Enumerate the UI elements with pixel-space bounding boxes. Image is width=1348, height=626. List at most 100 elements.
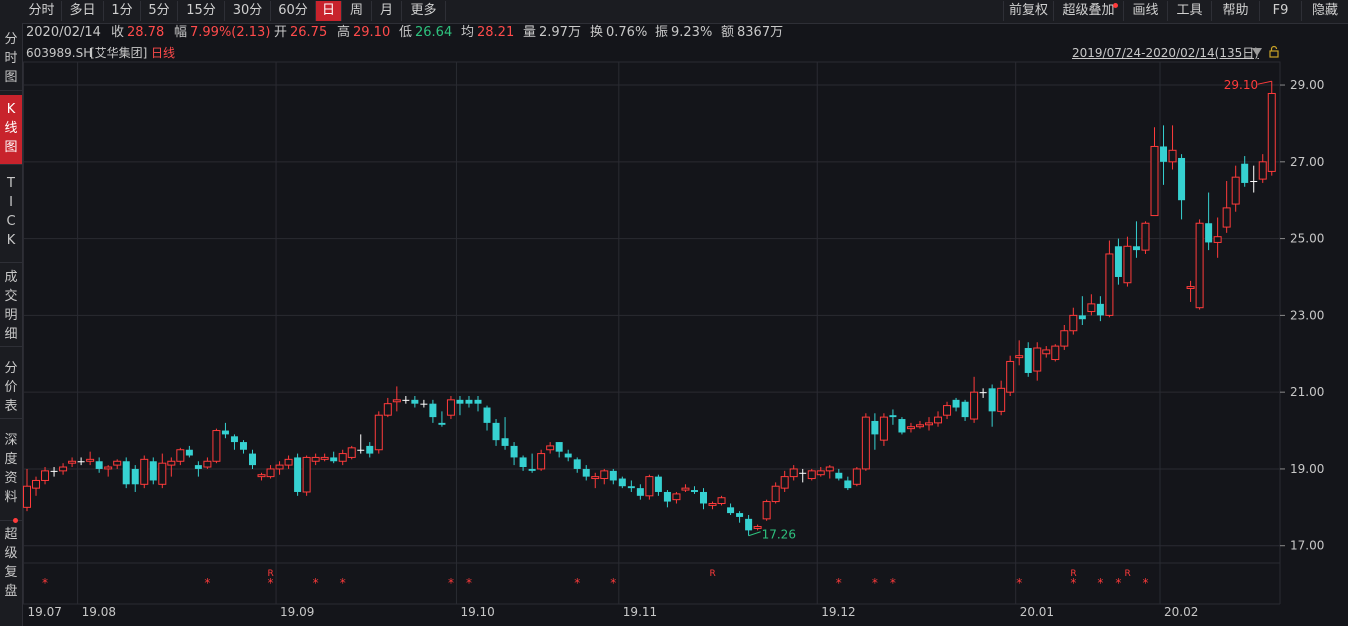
- candle-body: [230, 436, 238, 443]
- candle-body: [68, 460, 77, 464]
- candle-body: [717, 497, 726, 504]
- high-label: 高: [337, 25, 351, 40]
- candle-body: [1250, 181, 1258, 183]
- candle-body: [861, 416, 870, 470]
- period-15min-button[interactable]: 15分: [178, 1, 225, 21]
- close-label: 收: [111, 25, 125, 40]
- period-fenshi-button[interactable]: 分时: [22, 1, 62, 21]
- x-tick-label: 19.12: [821, 605, 855, 619]
- period-5min-button[interactable]: 5分: [141, 1, 178, 21]
- x-tick-label: 19.08: [82, 605, 116, 619]
- avg-value: 28.21: [477, 25, 515, 40]
- avg-label: 均: [461, 25, 475, 40]
- candle-body: [1096, 303, 1104, 316]
- candle-body: [411, 399, 419, 404]
- star-marker: *: [574, 576, 580, 590]
- candle-body: [239, 442, 247, 450]
- turnover-label: 换: [590, 25, 604, 40]
- nav-price-table-label: 分价表: [4, 361, 18, 414]
- candle-body: [555, 442, 563, 452]
- candle-body: [131, 468, 139, 485]
- adjust-forward-button[interactable]: 前复权: [1003, 1, 1053, 21]
- candle-body: [284, 458, 293, 466]
- date-range-label[interactable]: 2019/07/24-2020/02/14(135日): [1072, 46, 1259, 60]
- period-multiday-button[interactable]: 多日: [62, 1, 104, 21]
- candle-body: [1160, 146, 1168, 162]
- candle-body: [771, 485, 780, 503]
- candle-body: [582, 468, 590, 477]
- candle-body: [600, 470, 609, 480]
- star-marker: *: [1142, 576, 1148, 590]
- candle-body: [1123, 245, 1132, 284]
- candle-body: [104, 466, 113, 470]
- super-overlay-button[interactable]: 超级叠加: [1053, 1, 1123, 21]
- candle-body: [1150, 145, 1159, 217]
- star-marker: *: [42, 576, 48, 590]
- candle-body: [113, 460, 122, 466]
- candle-body: [330, 457, 338, 462]
- candle-body: [1069, 314, 1078, 332]
- star-marker: *: [872, 576, 878, 590]
- candle-body: [1033, 347, 1042, 372]
- help-button[interactable]: 帮助: [1211, 1, 1259, 21]
- high-value: 29.10: [353, 25, 391, 40]
- candle-body: [934, 416, 943, 424]
- nav-trade-detail-tab[interactable]: 成交明细: [0, 265, 22, 347]
- draw-line-button[interactable]: 画线: [1123, 1, 1167, 21]
- candle-body: [1241, 163, 1249, 183]
- candle-body: [636, 488, 644, 496]
- lock-icon[interactable]: [1268, 45, 1280, 58]
- candle-body: [392, 399, 401, 403]
- candle-body: [1213, 236, 1222, 243]
- range-dropdown-icon[interactable]: [1251, 47, 1263, 57]
- candle-body: [727, 507, 735, 514]
- y-tick-label: 17.00: [1290, 539, 1324, 553]
- star-marker: *: [836, 576, 842, 590]
- candle-body: [41, 470, 50, 481]
- candle-body: [925, 422, 933, 426]
- period-30min-button[interactable]: 30分: [225, 1, 271, 21]
- period-1min-button[interactable]: 1分: [104, 1, 141, 21]
- period-more-button[interactable]: 更多: [402, 1, 446, 21]
- period-60min-button[interactable]: 60分: [271, 1, 316, 21]
- volume-value: 2.97万: [539, 25, 581, 40]
- period-week-button[interactable]: 周: [342, 1, 372, 21]
- change-value: 7.99%(2.13): [190, 25, 271, 40]
- turnover-value: 0.76%: [606, 25, 648, 40]
- star-marker: *: [1016, 576, 1022, 590]
- candle-body: [438, 422, 446, 425]
- nav-price-table-tab[interactable]: 分价表: [0, 351, 22, 419]
- tools-button[interactable]: 工具: [1167, 1, 1211, 21]
- nav-super-replay-tab[interactable]: 超级复盘: [0, 521, 22, 621]
- candle-body: [86, 458, 95, 462]
- replay-marker: R: [1070, 569, 1076, 579]
- candle-body: [1051, 345, 1060, 361]
- candle-body: [1024, 348, 1032, 373]
- nav-fenshi-tab[interactable]: 分时图: [0, 27, 22, 91]
- nav-depth-data-tab[interactable]: 深度资料: [0, 423, 22, 521]
- candle-body: [879, 416, 888, 441]
- candle-body: [708, 502, 717, 506]
- nav-trade-detail-label: 成交明细: [4, 270, 18, 342]
- period-day-button[interactable]: 日: [316, 1, 342, 21]
- f9-button[interactable]: F9: [1259, 1, 1301, 21]
- candle-body: [140, 458, 149, 485]
- candle-body: [745, 518, 753, 531]
- candle-body: [1222, 207, 1231, 228]
- candle-body: [266, 468, 275, 478]
- candle-body: [167, 460, 176, 466]
- candle-body: [970, 391, 979, 420]
- candle-body: [672, 493, 681, 501]
- candle-body: [519, 457, 527, 468]
- amplitude-label: 振: [655, 25, 669, 40]
- period-month-button[interactable]: 月: [372, 1, 402, 21]
- amplitude-value: 9.23%: [671, 25, 713, 40]
- candle-body: [203, 460, 212, 468]
- candle-body: [1060, 330, 1069, 347]
- candle-body: [1042, 349, 1051, 355]
- hide-button[interactable]: 隐藏: [1301, 1, 1348, 21]
